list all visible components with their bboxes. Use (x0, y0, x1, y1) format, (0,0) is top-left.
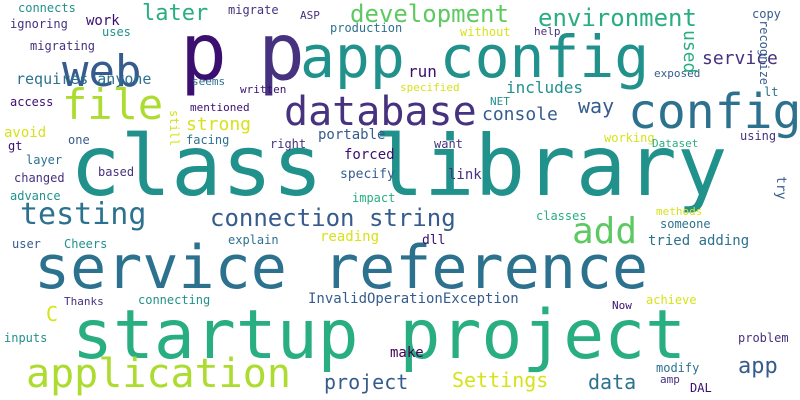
word: right (270, 137, 307, 151)
word: migrating (30, 39, 96, 53)
word: reading (320, 229, 380, 245)
word: application (26, 351, 291, 397)
word: someone (660, 217, 711, 231)
word: user (12, 237, 41, 251)
word: working (604, 131, 655, 145)
word: try (773, 176, 788, 200)
word: p (180, 8, 227, 98)
word: using (740, 129, 777, 143)
word: gt (8, 139, 23, 153)
word: environment (538, 4, 697, 32)
word: still (167, 110, 181, 147)
word: project (324, 370, 409, 394)
word: help (534, 25, 561, 38)
word: strong (186, 114, 252, 135)
word: Cheers (64, 237, 108, 251)
word: run (408, 62, 437, 81)
word: want (434, 137, 463, 151)
word: ignoring (10, 17, 68, 31)
word: work (86, 13, 120, 29)
word: specify (340, 167, 395, 182)
word: NET (490, 95, 510, 108)
word: avoid (4, 125, 47, 141)
word: Settings (452, 368, 549, 392)
word: connection string (210, 204, 456, 232)
word: Now (612, 299, 632, 312)
word: methods (656, 205, 703, 218)
word: facing (186, 133, 230, 147)
word: used (679, 30, 700, 74)
word: forced (344, 147, 395, 163)
word: migrate (228, 3, 279, 17)
word: production (330, 21, 403, 35)
word: Dataset (652, 137, 699, 150)
word: amp (660, 373, 680, 386)
word: file (62, 80, 164, 129)
word: advance (10, 189, 61, 203)
word: includes (506, 78, 584, 97)
word: lt (764, 85, 779, 99)
word: testing (20, 197, 147, 232)
word: without (460, 25, 511, 39)
word: layer (26, 153, 63, 167)
word: data (588, 370, 637, 394)
word: service reference (34, 233, 649, 303)
word: explain (228, 233, 279, 247)
word: changed (14, 171, 65, 185)
word: Thanks (64, 295, 104, 308)
word: uses (102, 25, 131, 39)
word: service (702, 48, 778, 69)
word: app config (300, 23, 650, 91)
word: development (350, 0, 509, 28)
word: C (46, 302, 59, 326)
word: make (390, 345, 424, 361)
word: requires anyone (16, 70, 152, 88)
word: class library (70, 117, 728, 215)
word: achieve (646, 293, 697, 307)
word: InvalidOperationException (308, 291, 519, 307)
word: problem (738, 331, 789, 345)
word: seems (192, 75, 226, 88)
word: classes (536, 209, 587, 223)
word: connects (18, 1, 76, 15)
word: add (572, 211, 638, 252)
word: app (738, 354, 778, 379)
word: mentioned (190, 101, 250, 114)
word: dll (422, 233, 446, 248)
word: database (284, 89, 477, 135)
word: DAL (690, 381, 712, 395)
word: recognize (757, 20, 771, 86)
word: impact (352, 191, 396, 205)
word: ASP (300, 9, 320, 22)
word: written (240, 83, 287, 96)
word: startup project (72, 296, 687, 375)
word: link (448, 167, 482, 183)
word: config (628, 84, 800, 140)
word: copy (752, 7, 781, 21)
word: exposed (654, 67, 701, 80)
word: tried adding (648, 233, 750, 249)
word: way (578, 94, 615, 118)
word: web (62, 46, 142, 97)
word: p (258, 8, 305, 98)
word: portable (318, 127, 386, 143)
word: based (98, 165, 135, 179)
word: connecting (138, 293, 211, 307)
word: console (482, 104, 558, 125)
word: access (10, 95, 54, 109)
word: one (68, 133, 90, 147)
word: specified (400, 81, 460, 94)
word: inputs (4, 331, 48, 345)
word: modify (656, 361, 700, 375)
word: later (142, 1, 209, 26)
